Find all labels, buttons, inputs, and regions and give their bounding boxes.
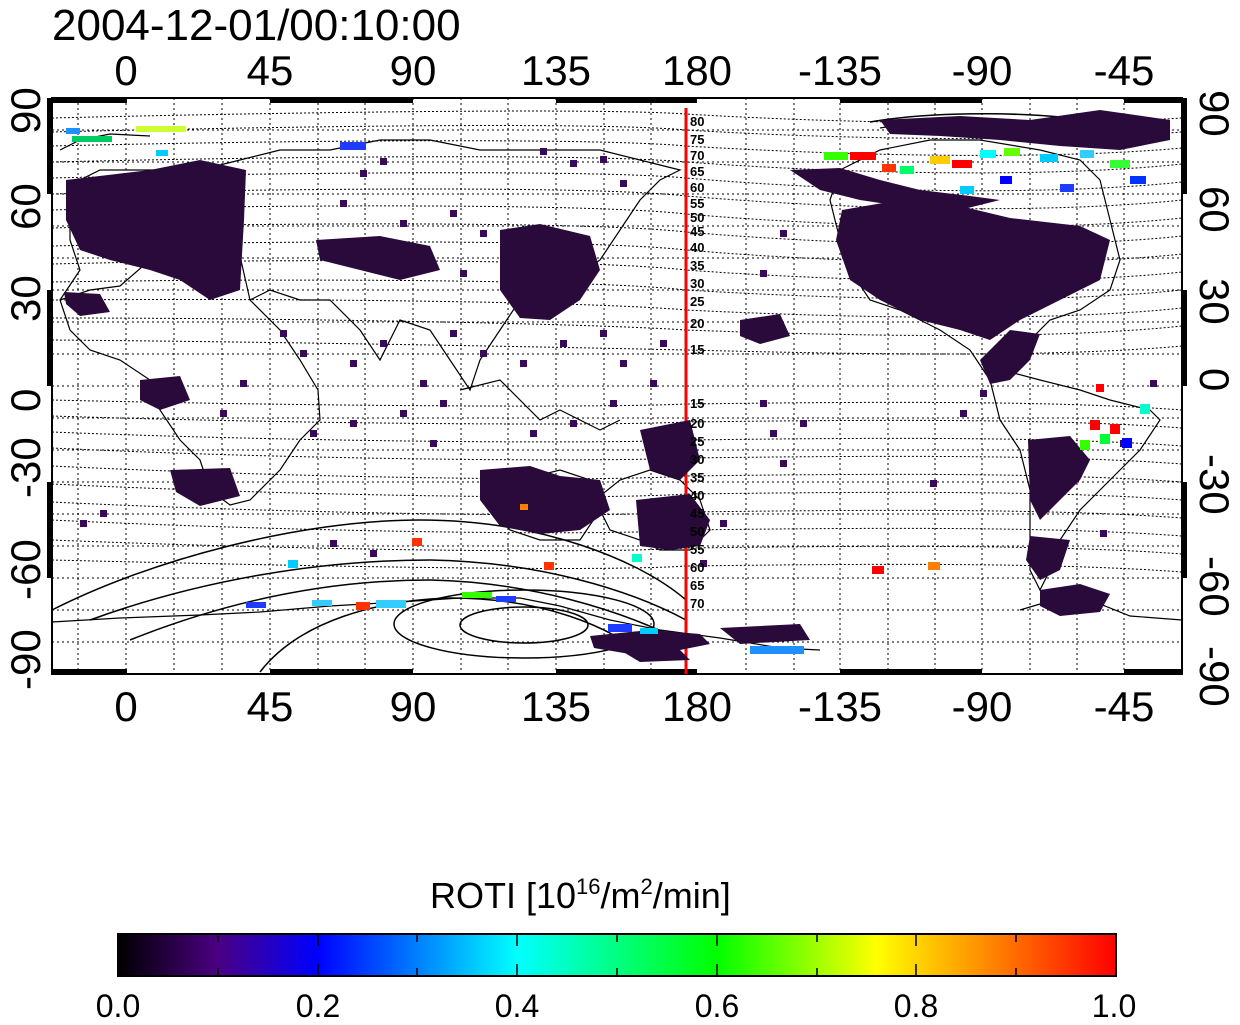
contour-label: 40 xyxy=(690,240,704,255)
timestamp-title: 2004-12-01/00:10:00 xyxy=(52,1,461,50)
bottom-lon-tick: 180 xyxy=(661,683,733,730)
contour-label: 20 xyxy=(690,416,704,431)
contour-label: 70 xyxy=(690,148,704,163)
axis-bars xyxy=(47,97,1187,675)
bottom-lon-tick: -90 xyxy=(951,683,1013,730)
auroral-contours xyxy=(51,113,1101,673)
top-lon-tick: 90 xyxy=(389,47,437,94)
bottom-lon-tick: 0 xyxy=(114,683,138,730)
colorbar-tick-label: 0.8 xyxy=(893,988,939,1024)
contour-label: 45 xyxy=(690,506,704,521)
bottom-lon-tick: -45 xyxy=(1093,683,1155,730)
contour-label: 30 xyxy=(690,276,704,291)
contour-label: 45 xyxy=(690,224,704,239)
top-lon-tick: -45 xyxy=(1093,47,1155,94)
colorbar-tick-label: 0.0 xyxy=(95,988,141,1024)
contour-label: 50 xyxy=(690,210,704,225)
contour-label: 75 xyxy=(690,132,704,147)
top-lon-tick: 0 xyxy=(114,47,138,94)
colorbar-tick-label: 1.0 xyxy=(1091,988,1137,1024)
contour-label: 35 xyxy=(690,470,704,485)
roti-sparse-points xyxy=(80,148,1157,567)
roti-high-points xyxy=(66,126,1150,654)
colorbar-tick-label: 0.2 xyxy=(295,988,341,1024)
contour-label: 20 xyxy=(690,316,704,331)
contour-labels: 80 75 70 65 60 55 50 45 40 35 30 25 20 1… xyxy=(690,114,704,611)
contour-label: 15 xyxy=(690,396,704,411)
contour-label: 50 xyxy=(690,524,704,539)
contour-label: 60 xyxy=(690,180,704,195)
colorbar-ticks xyxy=(217,934,1017,976)
contour-label: 55 xyxy=(690,196,704,211)
contour-label: 80 xyxy=(690,114,704,129)
contour-label: 65 xyxy=(690,578,704,593)
bottom-lon-tick: 135 xyxy=(520,683,592,730)
bottom-lon-tick: 45 xyxy=(246,683,294,730)
colorbar-tick-label: 0.6 xyxy=(694,988,740,1024)
contour-label: 30 xyxy=(690,452,704,467)
bottom-lon-tick: 90 xyxy=(389,683,437,730)
top-lon-tick: 180 xyxy=(661,47,733,94)
top-lon-tick: -135 xyxy=(797,47,883,94)
contour-label: 55 xyxy=(690,542,704,557)
colorbar-title: ROTI [1016/m2/min] xyxy=(430,874,731,916)
contour-label: 15 xyxy=(690,342,704,357)
top-lon-tick: -90 xyxy=(951,47,1013,94)
roti-low-regions xyxy=(64,110,1170,662)
contour-label: 25 xyxy=(690,434,704,449)
contour-label: 25 xyxy=(690,294,704,309)
bottom-lon-tick: -135 xyxy=(797,683,883,730)
contour-label: 65 xyxy=(690,164,704,179)
top-lon-tick: 135 xyxy=(520,47,592,94)
contour-label: 40 xyxy=(690,488,704,503)
contour-label: 35 xyxy=(690,258,704,273)
contour-label: 60 xyxy=(690,560,704,575)
contour-label: 70 xyxy=(690,596,704,611)
top-lon-tick: 45 xyxy=(246,47,294,94)
colorbar-tick-label: 0.4 xyxy=(494,988,540,1024)
